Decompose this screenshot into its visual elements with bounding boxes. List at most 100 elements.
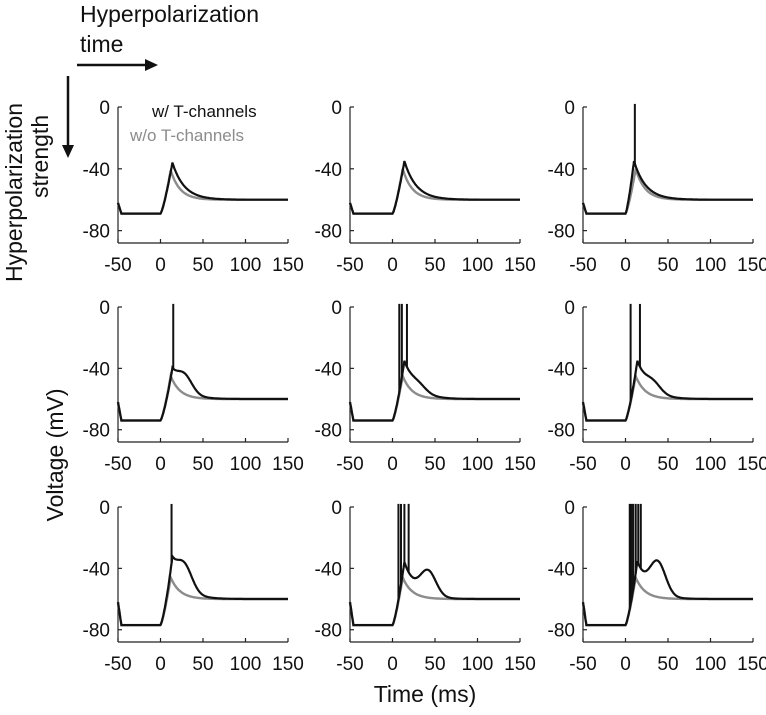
series-without-t-channels [348, 573, 520, 627]
series-with-t-channels [116, 553, 288, 627]
x-tick-label: 50 [424, 255, 445, 276]
series-with-t-channels [116, 162, 288, 215]
y-tick-label: 0 [564, 298, 575, 319]
x-tick-label: 150 [737, 654, 766, 675]
x-tick-label: -50 [336, 255, 363, 276]
x-tick-label: 0 [387, 255, 398, 276]
series-with-t-channels [348, 561, 520, 627]
x-tick-label: 0 [387, 654, 398, 675]
x-tick-label: 50 [192, 255, 213, 276]
y-tick-label: -40 [315, 359, 342, 380]
y-tick-label: -40 [83, 359, 110, 380]
x-tick-label: 100 [230, 255, 262, 276]
y-tick-label: -40 [315, 160, 342, 181]
x-tick-label: 100 [695, 654, 727, 675]
series-with-t-channels [581, 160, 753, 215]
series-without-t-channels [581, 168, 753, 215]
x-tick-label: 150 [272, 654, 304, 675]
x-tick-label: 50 [424, 454, 445, 475]
x-tick-label: 0 [387, 454, 398, 475]
legend: w/ T-channels w/o T-channels [129, 102, 257, 145]
x-tick-label: 150 [272, 255, 304, 276]
strength-arrow [62, 76, 74, 158]
y-tick-label: -40 [548, 559, 575, 580]
x-tick-label: 100 [230, 654, 262, 675]
x-tick-label: 0 [155, 654, 166, 675]
panel-grid: 0 -40 -80 -50 0 50 100 150 0 -40 -80 -50 0 50 100 150 0 -… [83, 98, 766, 675]
x-tick-label: 100 [462, 255, 494, 276]
y-tick-label: -40 [315, 559, 342, 580]
x-tick-label: 50 [424, 654, 445, 675]
x-tick-label: 0 [620, 255, 631, 276]
series-without-t-channels [348, 168, 520, 215]
x-axis-label: Time (ms) [374, 681, 477, 707]
panel-3-1: 0 -40 -80 -50 0 50 100 150 [83, 498, 304, 675]
series-with-t-channels [581, 360, 753, 422]
panel-3-2: 0 -40 -80 -50 0 50 100 150 [315, 498, 536, 675]
x-tick-label: 150 [504, 255, 536, 276]
time-arrow [77, 59, 158, 71]
series-without-t-channels [116, 170, 288, 215]
y-tick-label: -80 [548, 621, 575, 642]
panel-2-1: 0 -40 -80 -50 0 50 100 150 [83, 298, 304, 475]
hyperpolarization-strength-label-2: strength [27, 115, 53, 198]
y-tick-label: -80 [83, 421, 110, 442]
y-tick-label: -80 [83, 222, 110, 243]
y-tick-label: 0 [99, 498, 110, 519]
y-tick-label: 0 [331, 98, 342, 119]
x-tick-label: 50 [657, 255, 678, 276]
y-tick-label: 0 [331, 498, 342, 519]
y-tick-label: 0 [564, 498, 575, 519]
y-axis-label: Voltage (mV) [42, 389, 68, 522]
panel-1-3: 0 -40 -80 -50 0 50 100 150 [548, 98, 766, 276]
series-with-t-channels [581, 559, 753, 627]
y-tick-label: -40 [548, 359, 575, 380]
y-tick-label: -40 [548, 160, 575, 181]
x-tick-label: 100 [230, 454, 262, 475]
x-tick-label: 100 [695, 255, 727, 276]
y-tick-label: -40 [83, 160, 110, 181]
panel-2-3: 0 -40 -80 -50 0 50 100 150 [548, 298, 766, 475]
hyperpolarization-time-label: Hyperpolarization [80, 1, 259, 27]
x-tick-label: 100 [462, 454, 494, 475]
y-tick-label: -80 [315, 222, 342, 243]
y-tick-label: 0 [564, 98, 575, 119]
series-without-t-channels [116, 573, 288, 627]
y-tick-label: -80 [548, 421, 575, 442]
x-tick-label: 0 [155, 454, 166, 475]
x-tick-label: -50 [569, 255, 596, 276]
hyperpolarization-time-label-2: time [80, 31, 123, 57]
x-tick-label: 150 [737, 255, 766, 276]
x-tick-label: 100 [462, 654, 494, 675]
x-tick-label: 150 [504, 454, 536, 475]
panel-1-2: 0 -40 -80 -50 0 50 100 150 [315, 98, 536, 276]
x-tick-label: 50 [192, 454, 213, 475]
y-tick-label: -80 [548, 222, 575, 243]
y-tick-label: 0 [331, 298, 342, 319]
x-tick-label: -50 [104, 255, 131, 276]
x-tick-label: -50 [569, 654, 596, 675]
y-tick-label: -80 [315, 621, 342, 642]
panel-1-1: 0 -40 -80 -50 0 50 100 150 [83, 98, 304, 276]
y-tick-label: -40 [83, 559, 110, 580]
panel-3-3: 0 -40 -80 -50 0 50 100 150 [548, 498, 766, 675]
y-tick-label: 0 [99, 298, 110, 319]
x-tick-label: -50 [569, 454, 596, 475]
y-tick-label: -80 [83, 621, 110, 642]
x-tick-label: 100 [695, 454, 727, 475]
x-tick-label: 150 [272, 454, 304, 475]
legend-with-t-channels: w/ T-channels [151, 102, 257, 121]
panel-2-2: 0 -40 -80 -50 0 50 100 150 [315, 298, 536, 475]
x-tick-label: 0 [620, 654, 631, 675]
series-with-t-channels [116, 365, 288, 422]
hyperpolarization-strength-label: Hyperpolarization [1, 103, 27, 282]
x-tick-label: 150 [504, 654, 536, 675]
series-with-t-channels [348, 160, 520, 215]
y-tick-label: 0 [99, 98, 110, 119]
x-tick-label: 150 [737, 454, 766, 475]
x-tick-label: 50 [657, 654, 678, 675]
x-tick-label: -50 [104, 454, 131, 475]
x-tick-label: 50 [657, 454, 678, 475]
x-tick-label: -50 [336, 654, 363, 675]
